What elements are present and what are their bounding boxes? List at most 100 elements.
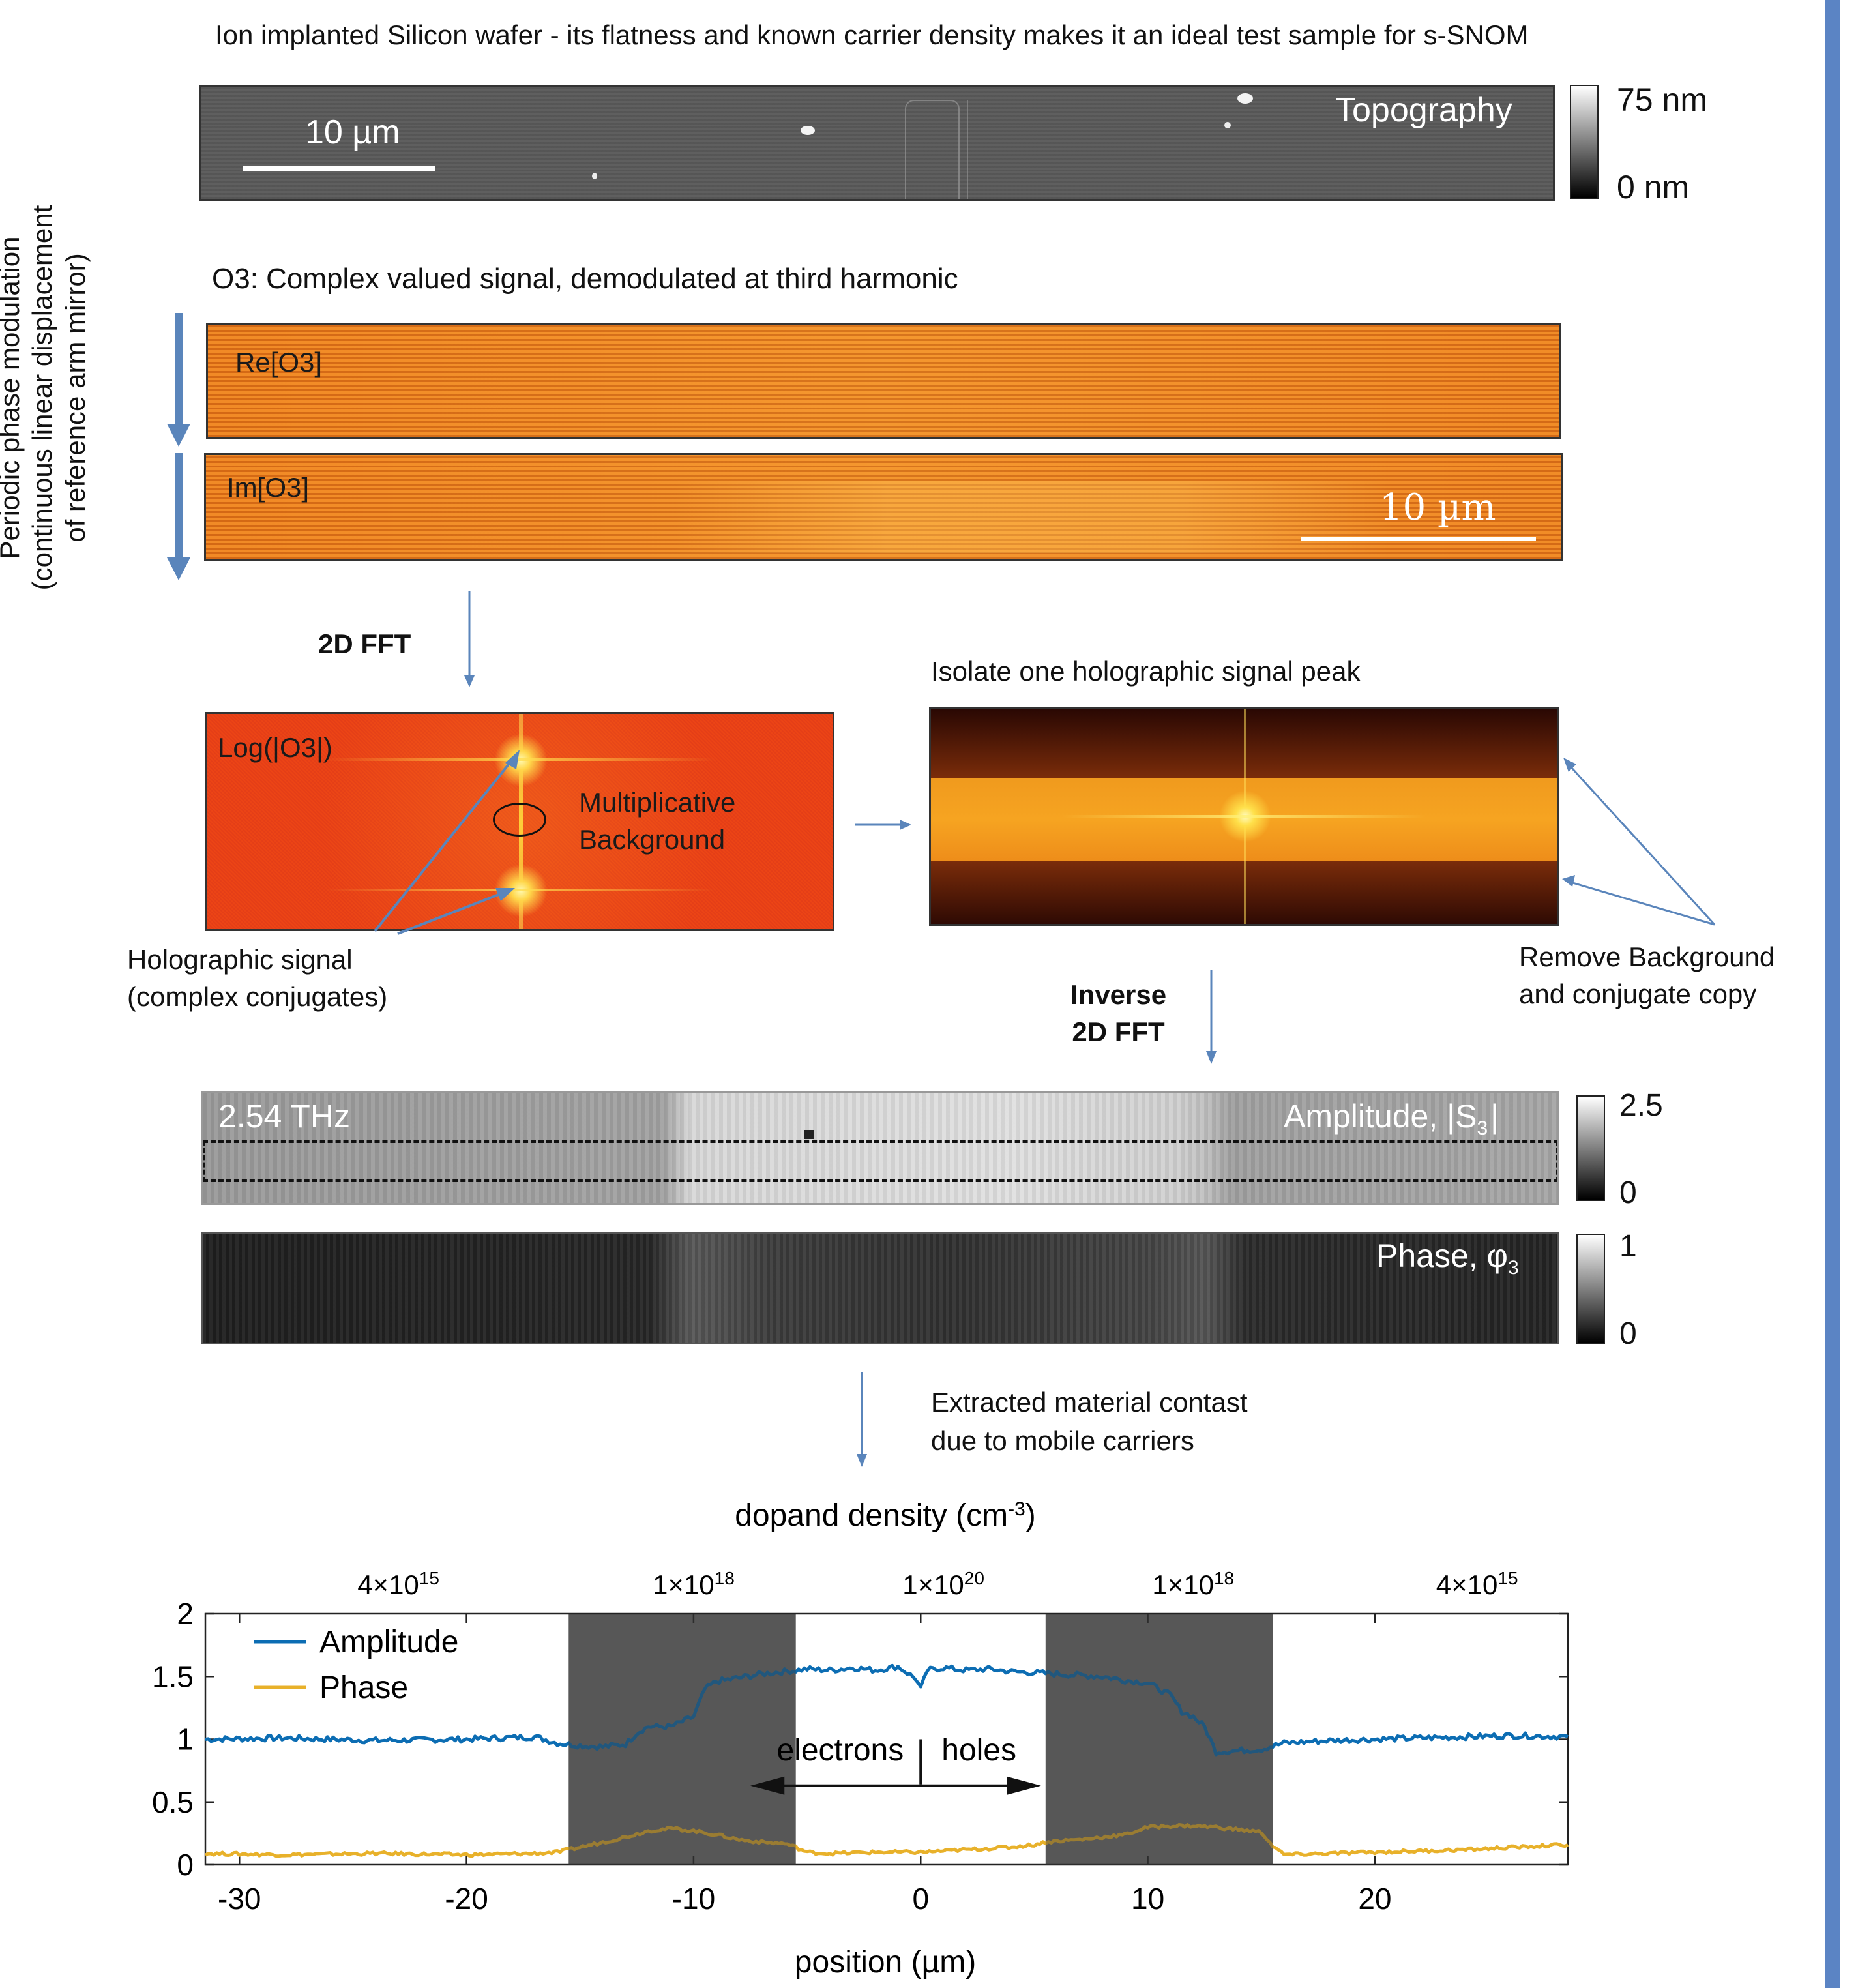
multiplicative-line-1: Multiplicative <box>579 787 736 818</box>
x-tick-label: 0 <box>912 1882 929 1916</box>
shaded-overlay <box>1045 1614 1273 1865</box>
topography-trench <box>905 100 960 199</box>
topography-trench <box>967 100 1020 199</box>
top-axis-title-sup: -3 <box>1008 1498 1025 1520</box>
legend-label-phase: Phase <box>319 1670 408 1705</box>
topography-image: 10 µm Topography <box>199 85 1555 201</box>
y-tick-label: 1 <box>177 1723 194 1757</box>
shaded-region <box>568 1614 796 1865</box>
top-axis-title-text: dopand density (cm <box>735 1498 1008 1533</box>
phase-colorbar <box>1576 1234 1605 1344</box>
phase-label-text: Phase, φ <box>1376 1238 1508 1274</box>
top-axis-title: dopand density (cm-3) <box>735 1498 1036 1534</box>
particle <box>1237 93 1253 104</box>
page-title: Ion implanted Silicon wafer - its flatne… <box>215 20 1529 50</box>
im-o3-band <box>675 481 1393 553</box>
im-o3-image: Im[O3] 10 µm <box>204 453 1563 561</box>
inverse-line-1: Inverse <box>1070 979 1167 1010</box>
x-tick-label: -20 <box>445 1882 488 1916</box>
particle <box>592 173 597 179</box>
amplitude-image: 2.54 THz Amplitude, |S3| <box>201 1091 1559 1205</box>
holographic-line-1: Holographic signal <box>127 944 353 975</box>
amplitude-colorbar <box>1576 1095 1605 1201</box>
topography-scalebar <box>243 166 435 171</box>
phase-cbar-min: 0 <box>1619 1316 1637 1351</box>
x-tick-label: -30 <box>218 1882 261 1916</box>
topography-colorbar <box>1570 85 1599 199</box>
y-tick-label: 0 <box>177 1848 194 1882</box>
chart-xlabel: position (µm) <box>795 1945 976 1980</box>
dopant-profile-chart: dopand density (cm-3) -30 -20 -10 0 10 20 0 0.5… <box>152 1498 1569 1980</box>
y-tick-label: 2 <box>177 1597 194 1631</box>
x-tick-label: -10 <box>672 1882 715 1916</box>
isolated-horizontal-line <box>1061 815 1426 818</box>
x-tick-label: 10 <box>1131 1882 1164 1916</box>
phase-label-sub: 3 <box>1507 1257 1519 1279</box>
series-line-amplitude <box>205 1663 1569 1757</box>
shaded-region <box>1045 1614 1273 1865</box>
topography-cbar-max: 75 nm <box>1617 82 1707 118</box>
im-o3-scalebar <box>1301 537 1536 541</box>
remove-line-1: Remove Background <box>1519 942 1775 972</box>
topography-scalebar-label: 10 µm <box>305 113 400 151</box>
extracted-label: Extracted material contast due to mobile… <box>931 1384 1248 1461</box>
log-o3-image: Log(|O3|) Multiplicative Background <box>205 712 834 931</box>
extracted-line-1: Extracted material contast <box>931 1387 1248 1417</box>
inverse-fft-label: Inverse 2D FFT <box>1070 977 1166 1050</box>
multiplicative-label: Multiplicative Background <box>579 784 735 858</box>
im-o3-scalebar-label: 10 µm <box>1379 486 1496 529</box>
top-axis-title-end: ) <box>1025 1498 1036 1533</box>
amplitude-cbar-max: 2.5 <box>1619 1088 1663 1123</box>
log-o3-label: Log(|O3|) <box>218 732 332 763</box>
isolate-label: Isolate one holographic signal peak <box>931 656 1361 687</box>
amplitude-cbar-min: 0 <box>1619 1176 1637 1210</box>
fft-arrow <box>464 591 475 687</box>
re-o3-label: Re[O3] <box>235 347 323 378</box>
particle <box>801 126 815 135</box>
right-accent-bar <box>1825 0 1840 1988</box>
amplitude-defect <box>804 1130 814 1139</box>
top-tick-label: 4×1015 <box>1436 1568 1518 1601</box>
multiplicative-line-2: Background <box>579 823 726 855</box>
modulation-arrows <box>167 313 190 580</box>
top-tick-label: 1×1020 <box>902 1568 984 1601</box>
phase-cbar-max: 1 <box>1619 1229 1637 1264</box>
series-line-phase <box>205 1823 1569 1858</box>
im-o3-label: Im[O3] <box>227 472 310 503</box>
top-tick-label: 1×1018 <box>653 1568 735 1601</box>
annotation-arrowhead-left <box>750 1776 785 1795</box>
background-ellipse <box>493 803 546 837</box>
annotation-electrons: electrons <box>776 1733 904 1768</box>
chart-plot-area: -30 -20 -10 0 10 20 0 0.5 1 1.5 2 4×1015 1×1018 1×102… <box>152 1568 1569 1916</box>
re-o3-image: Re[O3] <box>206 323 1561 439</box>
particle <box>1224 122 1231 128</box>
annotation-holes: holes <box>941 1733 1016 1768</box>
extracted-line-2: due to mobile carriers <box>931 1425 1194 1456</box>
fft-horizontal-upper <box>325 758 716 761</box>
legend-label-amplitude: Amplitude <box>319 1625 458 1659</box>
top-tick-label: 4×1015 <box>357 1568 439 1601</box>
amplitude-label-text: Amplitude, |S <box>1284 1098 1477 1135</box>
y-tick-label: 1.5 <box>152 1659 194 1693</box>
topography-cbar-min: 0 nm <box>1617 169 1690 205</box>
phase-image: Phase, φ3 <box>201 1232 1559 1344</box>
remove-line-2: and conjugate copy <box>1519 978 1757 1009</box>
holographic-label: Holographic signal (complex conjugates) <box>127 942 387 1015</box>
annotation-arrowhead-right <box>1007 1776 1041 1795</box>
phase-label: Phase, φ3 <box>1376 1237 1519 1279</box>
inverse-line-2: 2D FFT <box>1072 1016 1165 1047</box>
amplitude-label-sub: 3 <box>1477 1118 1488 1139</box>
holographic-line-2: (complex conjugates) <box>127 981 388 1012</box>
topography-label: Topography <box>1335 91 1512 129</box>
frequency-label: 2.54 THz <box>218 1098 350 1135</box>
top-tick-label: 1×1018 <box>1152 1568 1234 1601</box>
shaded-overlay <box>568 1614 796 1865</box>
isolated-peak-image <box>929 707 1559 926</box>
x-tick-label: 20 <box>1358 1882 1391 1916</box>
fft-step-label: 2D FFT <box>318 629 411 659</box>
y-tick-label: 0.5 <box>152 1785 194 1819</box>
amplitude-label: Amplitude, |S3| <box>1284 1097 1499 1140</box>
remove-background-label: Remove Background and conjugate copy <box>1519 939 1775 1013</box>
amplitude-roi-box <box>203 1140 1557 1182</box>
